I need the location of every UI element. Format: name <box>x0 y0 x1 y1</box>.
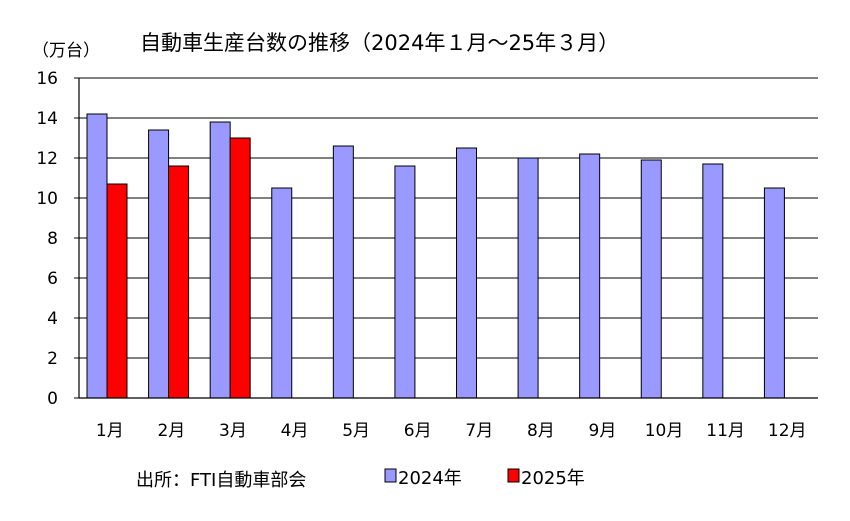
bar-2025年-3月 <box>229 137 251 399</box>
x-tick-label: 9月 <box>589 421 617 441</box>
y-tick-label: 12 <box>36 149 58 169</box>
bar-2024年-9月 <box>579 153 601 399</box>
y-tick-label: 0 <box>47 389 58 409</box>
y-tick-label: 2 <box>47 349 58 369</box>
bar-2025年-1月 <box>106 183 128 399</box>
legend-swatch-2025年 <box>507 468 520 483</box>
x-tick-label: 12月 <box>768 421 807 441</box>
bar-2025年-2月 <box>168 165 190 399</box>
bar-2024年-2月 <box>148 129 170 399</box>
bar-2024年-1月 <box>86 113 108 399</box>
x-tick-label: 2月 <box>157 421 185 441</box>
bar-2024年-12月 <box>763 187 785 399</box>
y-tick-label: 10 <box>36 189 58 209</box>
x-tick-label: 3月 <box>219 421 247 441</box>
x-tick-labels: 1月 2月 3月 4月 5月 6月 7月 8月 9月 10月 11月 12月 <box>96 421 807 441</box>
bar-2024年-10月 <box>640 159 662 399</box>
y-tick-label: 6 <box>47 269 58 289</box>
bars <box>86 113 785 399</box>
gridlines <box>79 77 818 359</box>
bar-2024年-5月 <box>332 145 354 399</box>
legend-swatch-2024年 <box>384 468 397 483</box>
chart-title: 自動車生産台数の推移（2024年１月～25年３月） <box>140 31 619 55</box>
bar-2024年-3月 <box>209 121 231 399</box>
x-tick-label: 5月 <box>342 421 370 441</box>
legend-label-2025年: 2025年 <box>521 468 585 489</box>
y-tick-label: 8 <box>47 229 58 249</box>
y-tick-labels: 0 2 4 6 8 10 12 14 16 <box>36 69 58 409</box>
y-axis-unit-label: （万台） <box>32 41 100 61</box>
axes <box>74 77 818 399</box>
x-tick-label: 7月 <box>465 421 493 441</box>
bar-2024年-6月 <box>394 165 416 399</box>
x-tick-label: 6月 <box>404 421 432 441</box>
y-tick-label: 4 <box>47 309 58 329</box>
y-tick-label: 14 <box>36 109 58 129</box>
x-tick-label: 1月 <box>96 421 124 441</box>
bar-2024年-11月 <box>702 163 724 399</box>
legend-label-2024年: 2024年 <box>398 468 462 489</box>
x-tick-label: 10月 <box>645 421 684 441</box>
x-tick-label: 11月 <box>706 421 745 441</box>
y-tick-label: 16 <box>36 69 58 89</box>
x-tick-label: 4月 <box>281 421 309 441</box>
bar-2024年-4月 <box>271 187 293 399</box>
x-tick-label: 8月 <box>527 421 555 441</box>
bar-2024年-7月 <box>456 147 477 399</box>
bar-2024年-8月 <box>517 157 539 399</box>
source-note: 出所：FTI自動車部会 <box>136 470 306 491</box>
legend: 2024年 2025年 <box>384 468 585 489</box>
